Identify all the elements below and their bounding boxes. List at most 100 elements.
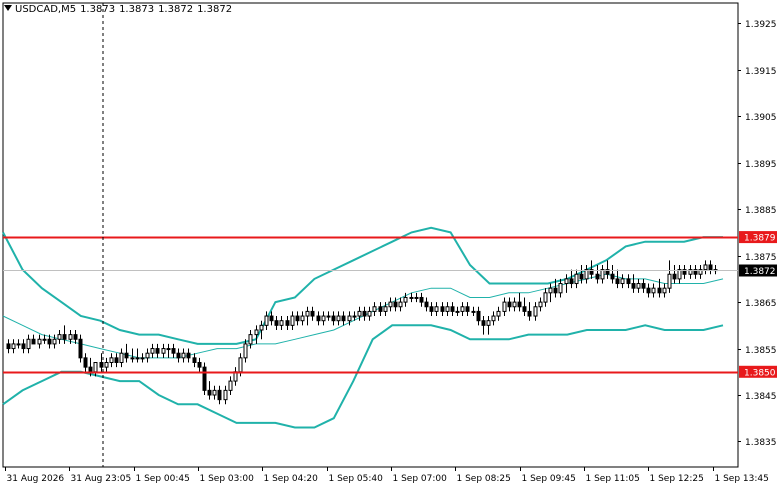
candle-body <box>481 320 486 326</box>
candle-body <box>419 296 424 303</box>
candle-body <box>57 334 62 340</box>
candle-body <box>476 310 481 322</box>
candle-body <box>150 348 155 354</box>
candle-body <box>197 361 202 368</box>
candle-body <box>357 310 362 317</box>
candle-body <box>181 352 186 359</box>
y-tick-label: 1.3905 <box>745 113 777 123</box>
x-tick-label: 1 Sep 08:25 <box>457 474 511 484</box>
level-price-label: 1.3850 <box>744 368 776 378</box>
candle-body <box>135 357 140 360</box>
candle-body <box>47 338 52 345</box>
candle-body <box>362 310 367 317</box>
x-tick-label: 31 Aug 2026 <box>7 474 65 484</box>
candle-body <box>667 273 672 289</box>
candle-body <box>569 278 574 285</box>
y-tick-label: 1.3865 <box>745 299 777 309</box>
candle-body <box>657 287 662 294</box>
horizontal-levels[interactable] <box>3 236 738 374</box>
x-tick-label: 1 Sep 13:45 <box>715 474 769 484</box>
candle-body <box>248 334 253 345</box>
candle-body <box>119 352 124 363</box>
candle-body <box>450 306 455 312</box>
candle-body <box>336 315 341 322</box>
candle-body <box>171 348 176 354</box>
candle-body <box>186 352 191 359</box>
y-tick-label: 1.3845 <box>745 392 777 402</box>
candle-body <box>62 334 67 340</box>
candle-body <box>290 315 295 326</box>
bollinger-upper-band <box>2 226 723 345</box>
candle-body <box>21 343 26 350</box>
candle-body <box>295 315 300 322</box>
candle-body <box>507 301 512 308</box>
candle-body <box>579 273 584 280</box>
current-price-badge <box>739 264 777 277</box>
x-tick-label: 1 Sep 00:45 <box>136 474 190 484</box>
x-tick-label: 1 Sep 05:40 <box>329 474 384 484</box>
level-price-label: 1.3879 <box>744 234 776 244</box>
candle-body <box>564 278 569 285</box>
candle-body <box>662 287 667 294</box>
ohlc-low: 1.3872 <box>158 4 194 15</box>
ohlc-close: 1.3872 <box>197 4 233 15</box>
candle-body <box>543 292 548 303</box>
y-tick-label: 1.3835 <box>745 438 777 448</box>
candle-body <box>651 287 656 294</box>
candle-body <box>708 264 713 271</box>
x-tick-label: 1 Sep 07:00 <box>393 474 448 484</box>
candle-body <box>124 352 129 359</box>
candle-body <box>703 264 708 271</box>
candle-body <box>341 315 346 322</box>
candle-body <box>300 315 305 322</box>
candle-body <box>605 269 610 275</box>
candle-body <box>522 306 527 312</box>
candle-body <box>434 306 439 312</box>
candle-body <box>512 301 517 308</box>
candle-body <box>641 283 646 289</box>
candle-body <box>398 301 403 308</box>
x-tick-label: 1 Sep 03:00 <box>200 474 255 484</box>
plot-area <box>2 2 739 468</box>
candle-body <box>527 310 532 317</box>
candle-body <box>502 301 507 312</box>
candle-body <box>254 329 259 336</box>
candle-body <box>429 306 434 312</box>
candle-body <box>455 310 460 313</box>
candle-body <box>589 269 594 275</box>
candle-body <box>37 338 42 345</box>
candle-body <box>93 361 98 373</box>
candle-body <box>321 315 326 322</box>
candle-body <box>228 380 233 391</box>
candle-body <box>285 320 290 326</box>
candle-body <box>310 310 315 317</box>
candle-body <box>445 306 450 312</box>
bollinger-lower-band <box>2 324 724 429</box>
candle-body <box>548 287 553 294</box>
candle-body <box>238 357 243 373</box>
candle-body <box>409 296 414 299</box>
candle-body <box>217 389 222 401</box>
candle-body <box>26 338 31 350</box>
candle-body <box>595 273 600 280</box>
candle-body <box>558 283 563 294</box>
candle-body <box>393 301 398 308</box>
symbol-label: USDCAD,M5 <box>15 4 77 15</box>
candle-body <box>403 296 408 303</box>
x-tick-label: 1 Sep 04:20 <box>264 474 319 484</box>
candle-body <box>202 366 207 391</box>
candle-body <box>316 315 321 322</box>
candle-body <box>584 269 589 280</box>
candle-body <box>538 301 543 308</box>
candle-body <box>460 306 465 312</box>
candle-body <box>73 334 78 340</box>
dropdown-arrow-icon[interactable] <box>4 5 12 11</box>
candle-body <box>347 315 352 322</box>
candle-body <box>114 357 119 363</box>
candle-body <box>305 310 310 317</box>
candle-body <box>486 320 491 326</box>
candle-body <box>78 338 83 359</box>
candle-body <box>383 306 388 312</box>
candle-body <box>166 348 171 351</box>
